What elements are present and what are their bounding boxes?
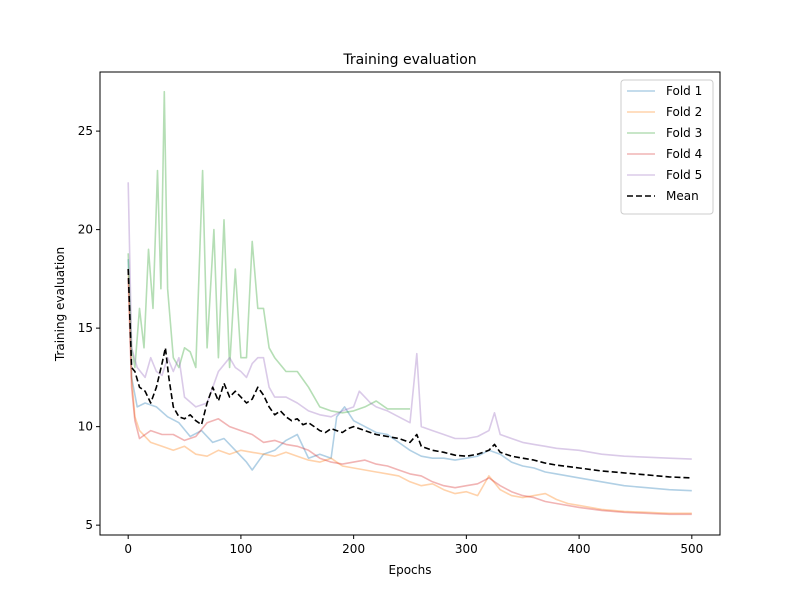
y-tick-label: 10 [78,420,93,434]
series-layer [127,90,692,516]
y-tick-label: 5 [85,518,93,532]
x-tick-label: 0 [124,542,132,556]
x-tick-label: 400 [568,542,591,556]
legend-label-4: Fold 4 [666,147,702,161]
axis-layer: 0 100 200 300 400 500 5 10 15 20 25 [78,71,721,556]
y-tick-label: 20 [78,223,93,237]
series-line-2 [127,268,692,515]
x-tick-label: 500 [680,542,703,556]
y-tick-label: 15 [78,321,93,335]
legend-label-3: Fold 3 [666,126,702,140]
series-line-6 [127,268,692,479]
y-axis-label: Training evaluation [53,247,67,362]
series-line-4 [127,278,692,516]
series-line-1 [127,259,692,492]
series-line-5 [127,182,692,460]
y-tick-label: 25 [78,124,93,138]
legend-label-1: Fold 1 [666,84,702,98]
legend: Fold 1 Fold 2 Fold 3 Fold 4 Fold 5 Mean [620,79,714,215]
legend-label-5: Fold 5 [666,168,702,182]
chart-title: Training evaluation [342,52,476,68]
legend-label-6: Mean [666,189,699,203]
x-tick-label: 300 [455,542,478,556]
legend-label-2: Fold 2 [666,105,702,119]
x-tick-label: 100 [229,542,252,556]
x-tick-label: 200 [342,542,365,556]
series-line-3 [127,90,410,414]
x-axis-label: Epochs [389,563,432,577]
axes-frame [99,71,721,536]
legend-box [620,79,714,215]
plot-area: 0 100 200 300 400 500 5 10 15 20 25 [78,71,721,556]
